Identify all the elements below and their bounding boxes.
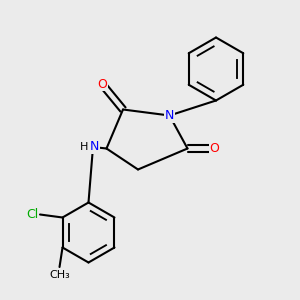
- Text: N: N: [165, 109, 174, 122]
- Text: O: O: [210, 142, 219, 155]
- Text: Cl: Cl: [26, 208, 38, 221]
- Text: H: H: [80, 142, 88, 152]
- Text: N: N: [90, 140, 99, 154]
- Text: O: O: [97, 77, 107, 91]
- Text: CH₃: CH₃: [49, 270, 70, 280]
